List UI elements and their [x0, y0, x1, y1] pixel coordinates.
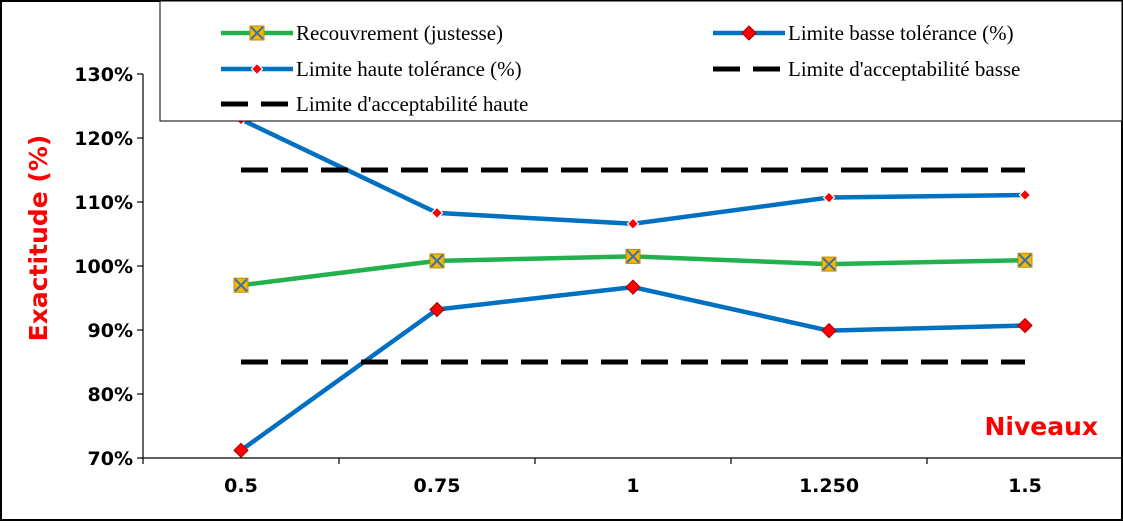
y-tick-label: 100%: [74, 256, 133, 278]
series-2: [234, 113, 1032, 231]
y-tick-label: 130%: [74, 64, 133, 86]
y-axis-label: Exactitude (%): [24, 135, 53, 342]
legend-label: Limite d'acceptabilité basse: [788, 57, 1020, 81]
legend-marker: [250, 62, 264, 76]
data-point: [821, 322, 837, 339]
x-tick-label: 1: [626, 475, 639, 497]
data-point: [429, 301, 445, 318]
series-layer: [233, 113, 1033, 459]
legend-marker: [249, 25, 265, 41]
legend-label: Limite d'acceptabilité haute: [296, 92, 528, 116]
data-point: [1018, 188, 1032, 202]
data-point: [1017, 317, 1033, 334]
y-tick-label: 80%: [88, 384, 133, 406]
data-point: [233, 442, 249, 459]
data-point: [625, 248, 641, 264]
y-tick-label: 120%: [74, 128, 133, 150]
x-axis-label: Niveaux: [984, 412, 1098, 441]
legend-item: Limite basse tolérance (%): [713, 21, 1014, 45]
legend: Recouvrement (justesse) Limite basse tolé…: [159, 0, 1123, 122]
legend-label: Recouvrement (justesse): [296, 21, 503, 45]
y-tick-label: 110%: [74, 192, 133, 214]
legend-item: Recouvrement (justesse): [221, 21, 503, 45]
y-tick-label: 90%: [88, 320, 133, 342]
data-point: [822, 191, 836, 204]
data-point: [429, 253, 445, 269]
legend-item: Limite d'acceptabilité basse: [713, 57, 1020, 81]
data-point: [233, 277, 249, 293]
y-axis: 70% 80% 90% 100% 110% 120% 130%: [74, 64, 144, 470]
x-tick-label: 0.75: [414, 475, 461, 497]
data-point: [625, 279, 641, 295]
data-point: [821, 256, 837, 272]
legend-item: Limite d'acceptabilité haute: [221, 92, 528, 116]
x-axis: 0.5 0.75 1 1.250 1.5: [142, 457, 1123, 497]
legend-label: Limite basse tolérance (%): [788, 21, 1014, 45]
data-point: [626, 217, 640, 231]
x-tick-label: 1.250: [799, 475, 859, 497]
x-tick-label: 1.5: [1008, 475, 1042, 497]
legend-item: Limite haute tolérance (%): [221, 57, 522, 81]
legend-marker: [741, 25, 757, 41]
data-point: [430, 206, 444, 220]
y-tick-label: 70%: [88, 448, 133, 470]
legend-label: Limite haute tolérance (%): [296, 57, 522, 81]
data-point: [1017, 252, 1033, 268]
x-tick-label: 0.5: [224, 475, 258, 497]
series-0: [233, 248, 1033, 293]
legend-box: [159, 0, 1123, 122]
series-1: [233, 279, 1033, 459]
